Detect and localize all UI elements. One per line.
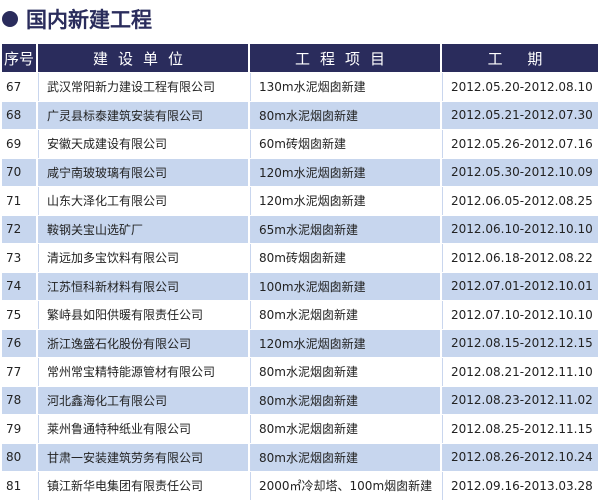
cell-company: 鞍钢关宝山选矿厂 <box>38 215 248 243</box>
cell-period: 2012.07.01-2012.10.01 <box>442 272 598 300</box>
table-row: 71 山东大泽化工有限公司 120m水泥烟囱新建 2012.06.05-2012.08… <box>2 187 598 215</box>
cell-period: 2012.08.26-2012.10.24 <box>442 443 598 471</box>
cell-seq: 70 <box>2 158 36 186</box>
cell-seq: 71 <box>6 193 22 208</box>
cell-project: 130m水泥烟囱新建 <box>250 73 440 101</box>
cell-company: 镇江新华电集团有限责任公司 <box>38 472 248 500</box>
cell-seq: 74 <box>2 272 36 300</box>
table-row: 77 常州常宝精特能源管材有限公司 80m水泥烟囱新建 2012.08.21-2012… <box>2 358 598 386</box>
table-row: 68 广灵县标泰建筑安装有限公司 80m水泥烟囱新建 2012.05.21-2012.… <box>2 101 598 129</box>
cell-project: 80m水泥烟囱新建 <box>250 101 440 129</box>
cell-project: 80m水泥烟囱新建 <box>250 386 440 414</box>
cell-period: 2012.05.21-2012.07.30 <box>442 101 598 129</box>
cell-period: 2012.08.15-2012.12.15 <box>442 329 598 357</box>
cell-seq: 72 <box>2 215 36 243</box>
table-header-row: 序号 建设单位 工程项目 工 期 <box>2 44 598 72</box>
cell-period: 2012.05.26-2012.07.16 <box>442 130 598 158</box>
cell-seq: 69 <box>6 136 22 151</box>
cell-seq: 77 <box>6 364 22 379</box>
cell-project: 65m水泥烟囱新建 <box>250 215 440 243</box>
cell-project: 60m砖烟囱新建 <box>250 130 440 158</box>
table-row: 72 鞍钢关宝山选矿厂 65m水泥烟囱新建 2012.06.10-2012.10.10 <box>2 215 598 243</box>
cell-seq: 80 <box>2 443 36 471</box>
cell-period: 2012.08.21-2012.11.10 <box>442 358 598 386</box>
cell-company: 浙江逸盛石化股份有限公司 <box>38 329 248 357</box>
cell-project: 120m水泥烟囱新建 <box>250 187 440 215</box>
cell-company: 甘肃一安装建筑劳务有限公司 <box>38 443 248 471</box>
cell-project: 80m水泥烟囱新建 <box>250 358 440 386</box>
cell-period: 2012.07.10-2012.10.10 <box>442 301 598 329</box>
section-title-text: 国内新建工程 <box>26 8 152 32</box>
cell-seq: 68 <box>2 101 36 129</box>
cell-period: 2012.06.18-2012.08.22 <box>442 244 598 272</box>
cell-company: 山东大泽化工有限公司 <box>38 187 248 215</box>
projects-table: 序号 建设单位 工程项目 工 期 67 武汉常阳新力建设工程有限公司 130m水泥烟… <box>0 43 600 501</box>
cell-project: 120m水泥烟囱新建 <box>250 329 440 357</box>
cell-company: 咸宁南玻玻璃有限公司 <box>38 158 248 186</box>
cell-seq: 75 <box>6 307 22 322</box>
cell-company: 江苏恒科新材料有限公司 <box>38 272 248 300</box>
cell-company: 安徽天成建设有限公司 <box>38 130 248 158</box>
table-row: 74 江苏恒科新材料有限公司 100m水泥烟囱新建 2012.07.01-2012.1… <box>2 272 598 300</box>
cell-company: 常州常宝精特能源管材有限公司 <box>38 358 248 386</box>
section-title: 国内新建工程 <box>2 2 152 36</box>
header-period: 工 期 <box>442 44 598 72</box>
cell-project: 80m水泥烟囱新建 <box>250 443 440 471</box>
header-project: 工程项目 <box>250 44 440 72</box>
cell-company: 清远加多宝饮料有限公司 <box>38 244 248 272</box>
table-row: 73 清远加多宝饮料有限公司 80m砖烟囱新建 2012.06.18-2012.08.… <box>2 244 598 272</box>
header-seq: 序号 <box>2 44 36 72</box>
table-row: 69 安徽天成建设有限公司 60m砖烟囱新建 2012.05.26-2012.07.1… <box>2 130 598 158</box>
bullet-icon <box>2 11 18 27</box>
cell-project: 120m水泥烟囱新建 <box>250 158 440 186</box>
cell-project: 80m水泥烟囱新建 <box>250 415 440 443</box>
table-row: 78 河北鑫海化工有限公司 80m水泥烟囱新建 2012.08.23-2012.11.… <box>2 386 598 414</box>
cell-period: 2012.05.30-2012.10.09 <box>442 158 598 186</box>
header-company: 建设单位 <box>38 44 248 72</box>
table-row: 75 繁峙县如阳供暖有限责任公司 80m水泥烟囱新建 2012.07.10-2012.… <box>2 301 598 329</box>
cell-company: 河北鑫海化工有限公司 <box>38 386 248 414</box>
table-row: 80 甘肃一安装建筑劳务有限公司 80m水泥烟囱新建 2012.08.26-2012.… <box>2 443 598 471</box>
table-row: 67 武汉常阳新力建设工程有限公司 130m水泥烟囱新建 2012.05.20-201… <box>2 73 598 101</box>
table-row: 76 浙江逸盛石化股份有限公司 120m水泥烟囱新建 2012.08.15-2012.… <box>2 329 598 357</box>
cell-company: 武汉常阳新力建设工程有限公司 <box>38 73 248 101</box>
cell-seq: 76 <box>2 329 36 357</box>
cell-seq: 73 <box>6 250 22 265</box>
cell-period: 2012.08.23-2012.11.02 <box>442 386 598 414</box>
cell-company: 广灵县标泰建筑安装有限公司 <box>38 101 248 129</box>
table-row: 70 咸宁南玻玻璃有限公司 120m水泥烟囱新建 2012.05.30-2012.10… <box>2 158 598 186</box>
cell-period: 2012.09.16-2013.03.28 <box>442 472 598 500</box>
cell-seq: 78 <box>2 386 36 414</box>
cell-period: 2012.06.10-2012.10.10 <box>442 215 598 243</box>
cell-period: 2012.08.25-2012.11.15 <box>442 415 598 443</box>
cell-company: 繁峙县如阳供暖有限责任公司 <box>38 301 248 329</box>
cell-project: 2000㎡冷却塔、100m烟囱新建 <box>250 472 440 500</box>
cell-period: 2012.06.05-2012.08.25 <box>442 187 598 215</box>
cell-project: 80m水泥烟囱新建 <box>250 301 440 329</box>
table-row: 81 镇江新华电集团有限责任公司 2000㎡冷却塔、100m烟囱新建 2012.09.… <box>2 472 598 500</box>
cell-project: 80m砖烟囱新建 <box>250 244 440 272</box>
cell-seq: 67 <box>6 79 22 94</box>
cell-seq: 81 <box>6 478 22 493</box>
table-row: 79 莱州鲁通特种纸业有限公司 80m水泥烟囱新建 2012.08.25-2012.1… <box>2 415 598 443</box>
cell-seq: 79 <box>6 421 22 436</box>
cell-company: 莱州鲁通特种纸业有限公司 <box>38 415 248 443</box>
cell-period: 2012.05.20-2012.08.10 <box>442 73 598 101</box>
cell-project: 100m水泥烟囱新建 <box>250 272 440 300</box>
